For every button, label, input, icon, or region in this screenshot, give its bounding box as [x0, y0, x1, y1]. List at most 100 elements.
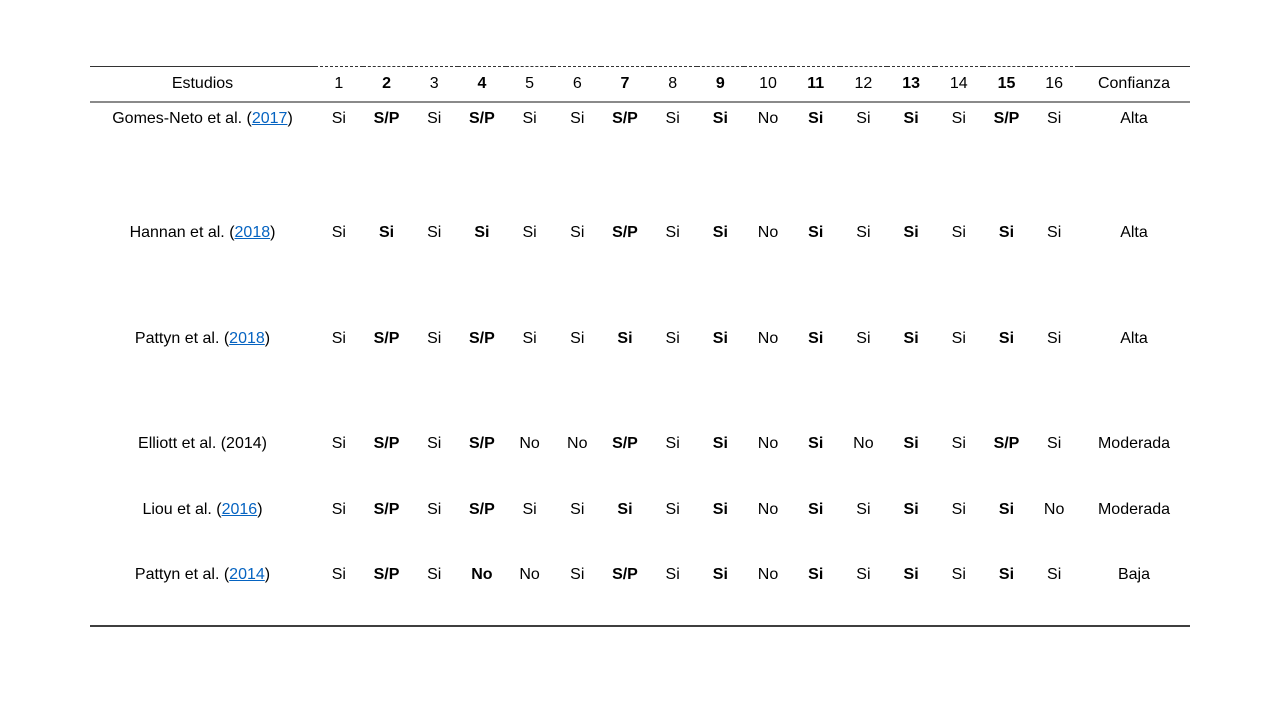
- criterion-value: Si: [903, 501, 919, 518]
- criterion-value: Si: [331, 501, 346, 518]
- column-header-criterion-15: 15: [982, 66, 1031, 103]
- criterion-value: Si: [410, 559, 459, 627]
- criterion-value: Si: [808, 224, 824, 241]
- criterion-value: Si: [856, 110, 871, 127]
- criterion-value: Si: [570, 224, 585, 241]
- study-citation: Gomes-Neto et al. (2017): [112, 110, 293, 127]
- criterion-value: Si: [665, 501, 680, 518]
- criterion-value: No: [757, 224, 779, 241]
- criterion-value: Si: [522, 330, 537, 347]
- criterion-value: S/P: [993, 435, 1020, 452]
- criterion-value: Si: [808, 501, 824, 518]
- criterion-value: Si: [331, 110, 346, 127]
- criterion-value: Si: [665, 435, 680, 452]
- column-header-criterion-12: 12: [839, 66, 888, 103]
- criterion-value: Si: [951, 224, 966, 241]
- study-year-link[interactable]: 2018: [229, 330, 265, 347]
- column-header-criterion-10: 10: [744, 66, 792, 103]
- criterion-value: Si: [712, 110, 728, 127]
- study-year-link[interactable]: 2014: [229, 566, 265, 583]
- criterion-value: No: [853, 435, 874, 452]
- criterion-value: Si: [712, 435, 728, 452]
- criterion-value: S/P: [612, 435, 638, 452]
- criterion-value: S/P: [612, 224, 638, 241]
- column-header-criterion-11: 11: [791, 66, 840, 103]
- criterion-value: Si: [474, 224, 490, 241]
- study-citation: Pattyn et al. (2018): [134, 330, 271, 347]
- criterion-value: Si: [378, 224, 395, 241]
- criterion-value: Si: [903, 224, 919, 241]
- criterion-value: Si: [331, 435, 346, 452]
- criterion-value: No: [744, 559, 792, 627]
- criterion-value: S/P: [362, 559, 411, 627]
- column-header-criterion-9: 9: [696, 66, 745, 103]
- column-header-criterion-3: 3: [410, 66, 459, 103]
- study-year-link[interactable]: 2017: [251, 110, 288, 127]
- criterion-value: Si: [522, 110, 537, 127]
- study-year-link[interactable]: 2016: [221, 501, 258, 518]
- criterion-value: Si: [570, 501, 585, 518]
- criterion-value: Si: [1047, 330, 1062, 347]
- criterion-value: Si: [712, 330, 728, 347]
- criterion-value: Si: [648, 559, 697, 627]
- criterion-value: Si: [1047, 110, 1062, 127]
- criterion-value: Si: [331, 330, 346, 347]
- criterion-value: Si: [712, 224, 728, 241]
- column-header-estudios: Estudios: [90, 66, 315, 103]
- criterion-value: Si: [856, 224, 871, 241]
- criterion-value: No: [757, 330, 779, 347]
- study-citation: Pattyn et al. (2014): [90, 559, 315, 627]
- criterion-value: Si: [808, 435, 824, 452]
- criterion-value: Si: [427, 435, 442, 452]
- criterion-value: No: [567, 435, 588, 452]
- criterion-value: S/P: [993, 110, 1020, 127]
- criterion-value: Si: [553, 559, 602, 627]
- confidence-value: Moderada: [1097, 501, 1171, 518]
- column-header-criterion-6: 6: [553, 66, 602, 103]
- study-row: Hannan et al. (2018) Si Si Si Si Si Si S/P Si Si N…: [90, 217, 1190, 323]
- criterion-value: Si: [665, 224, 680, 241]
- criterion-value: Si: [570, 110, 585, 127]
- criterion-value: Si: [617, 330, 633, 347]
- criterion-value: Si: [570, 330, 585, 347]
- criterion-value: S/P: [469, 435, 495, 452]
- criterion-value: S/P: [469, 330, 495, 347]
- column-header-criterion-13: 13: [887, 66, 935, 103]
- column-header-criterion-4: 4: [458, 66, 506, 103]
- criterion-value: Si: [427, 224, 442, 241]
- criterion-value: Si: [903, 110, 919, 127]
- criterion-value: No: [519, 435, 540, 452]
- criterion-value: No: [757, 435, 779, 452]
- column-header-criterion-8: 8: [648, 66, 697, 103]
- confidence-value: Baja: [1078, 559, 1190, 627]
- criterion-value: Si: [951, 435, 966, 452]
- study-year-link[interactable]: 2018: [234, 224, 271, 241]
- criterion-value: Si: [617, 501, 633, 518]
- criterion-value: Si: [1030, 559, 1078, 627]
- criterion-value: Si: [665, 110, 680, 127]
- criterion-value: Si: [427, 330, 442, 347]
- criterion-value: Si: [998, 330, 1015, 347]
- confidence-value: Moderada: [1097, 435, 1171, 452]
- criterion-value: Si: [1047, 435, 1062, 452]
- criterion-value: Si: [1047, 224, 1062, 241]
- criterion-value: S/P: [373, 435, 400, 452]
- criterion-value: Si: [665, 330, 680, 347]
- criterion-value: Si: [903, 330, 919, 347]
- criterion-value: No: [458, 559, 506, 627]
- column-header-criterion-5: 5: [505, 66, 554, 103]
- criterion-value: S/P: [612, 110, 638, 127]
- column-header-criterion-1: 1: [315, 66, 363, 103]
- criterion-value: No: [757, 110, 779, 127]
- column-header-criterion-14: 14: [934, 66, 983, 103]
- column-header-criterion-2: 2: [362, 66, 411, 103]
- criterion-value: Si: [903, 435, 919, 452]
- criterion-value: Si: [951, 330, 966, 347]
- study-row: Pattyn et al. (2014) Si S/P Si No No Si S/P Si Si…: [90, 559, 1190, 627]
- study-citation: Elliott et al. (2014): [138, 435, 267, 452]
- criterion-value: Si: [839, 559, 888, 627]
- column-header-criterion-7: 7: [601, 66, 649, 103]
- confidence-value: Alta: [1120, 224, 1148, 241]
- study-citation: Liou et al. (2016): [142, 501, 263, 518]
